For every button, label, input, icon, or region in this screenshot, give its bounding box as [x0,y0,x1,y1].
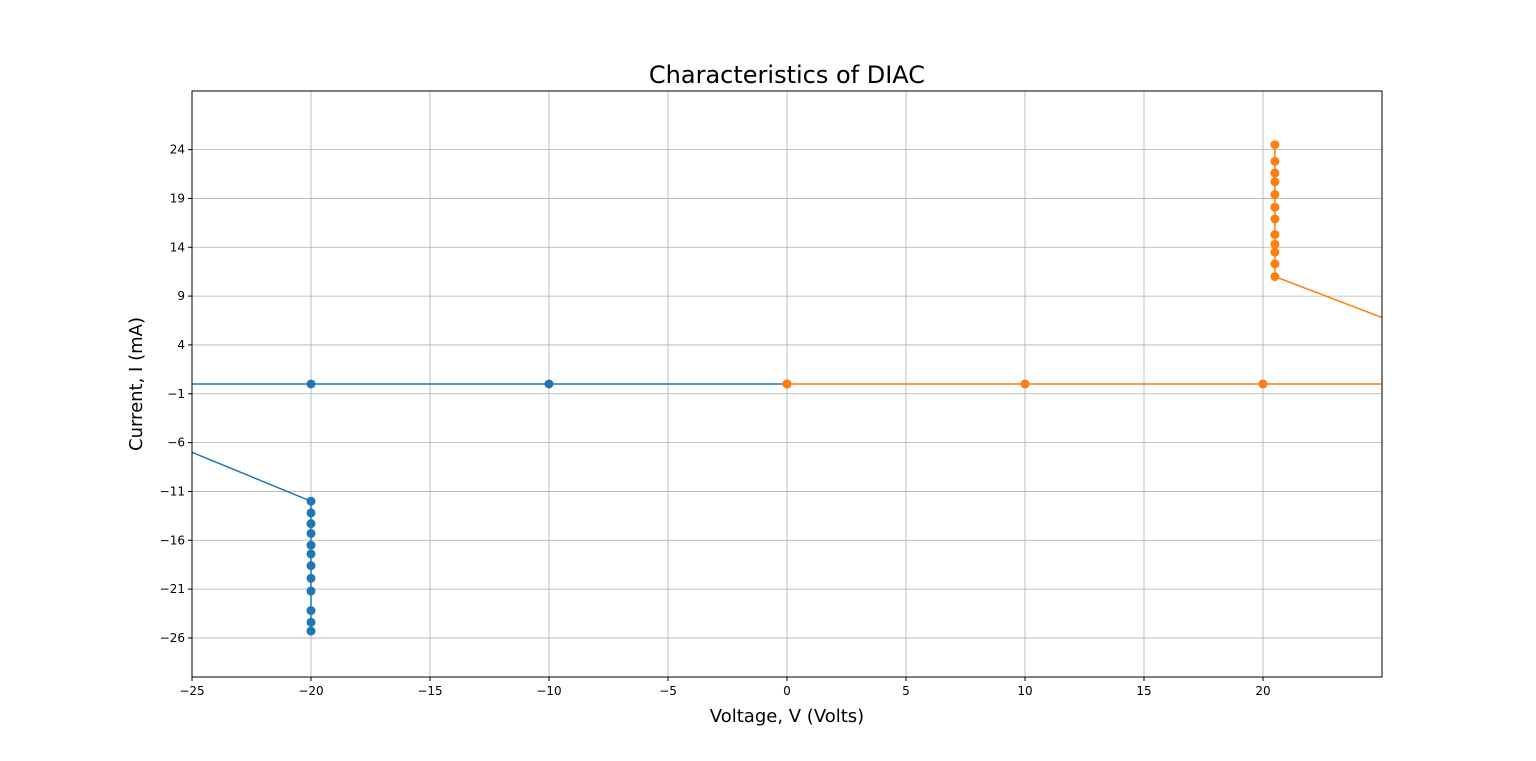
series-0-point-8 [306,549,316,559]
y-tick-label-5: −1 [167,387,185,401]
series-1-point-0 [782,379,792,389]
series-0-point-6 [306,528,316,538]
series-1-point-13 [1270,156,1280,166]
y-tick-label-0: −26 [160,631,185,645]
series-0-point-3 [306,496,316,506]
series-0-point-1 [544,379,554,389]
series-1-point-6 [1270,239,1280,249]
chart-title: Characteristics of DIAC [649,61,925,89]
series-1-point-4 [1270,259,1280,269]
series-0-point-10 [306,573,316,583]
y-tick-label-1: −21 [160,582,185,596]
series-1-point-7 [1270,230,1280,240]
y-tick-label-7: 9 [177,289,185,303]
series-0-point-2 [306,379,316,389]
x-tick-label-5: 0 [783,684,791,698]
series-0-point-5 [306,519,316,529]
x-tick-label-1: −20 [298,684,323,698]
series-0-point-7 [306,540,316,550]
series-1-point-11 [1270,177,1280,187]
y-tick-label-8: 14 [170,240,185,254]
series-0-point-14 [306,626,316,636]
x-tick-label-7: 10 [1017,684,1032,698]
series-1-point-10 [1270,190,1280,200]
x-tick-label-4: −5 [659,684,677,698]
y-tick-label-2: −16 [160,533,185,547]
x-tick-label-2: −15 [417,684,442,698]
y-tick-label-4: −6 [167,436,185,450]
series-1-point-5 [1270,247,1280,257]
series-1-point-14 [1270,140,1280,150]
x-tick-label-6: 5 [902,684,910,698]
plot-area: −25 −20 −15 −10 −5 0 5 10 15 20 −26 −21 −16 −11 −6 −1 4 9… [160,90,1383,698]
series-1-point-12 [1270,168,1280,178]
y-tick-label-9: 19 [170,191,185,205]
series-0-point-11 [306,586,316,596]
x-tick-label-8: 15 [1136,684,1151,698]
y-tick-label-6: 4 [177,338,185,352]
series-1-point-8 [1270,214,1280,224]
x-tick-label-9: 20 [1255,684,1270,698]
x-tick-label-0: −25 [179,684,204,698]
series-1-point-3 [1270,272,1280,282]
series-0-point-13 [306,617,316,627]
series-1-point-2 [1258,379,1268,389]
series-0-point-9 [306,561,316,571]
x-axis-title: Voltage, V (Volts) [710,706,864,727]
y-axis-title: Current, I (mA) [126,317,147,451]
y-tick-label-10: 24 [170,143,185,157]
series-0-point-12 [306,606,316,616]
series-1-point-9 [1270,202,1280,212]
series-1-point-1 [1020,379,1030,389]
y-tick-label-3: −11 [160,484,185,498]
x-tick-label-3: −10 [536,684,561,698]
series-0-point-4 [306,508,316,518]
